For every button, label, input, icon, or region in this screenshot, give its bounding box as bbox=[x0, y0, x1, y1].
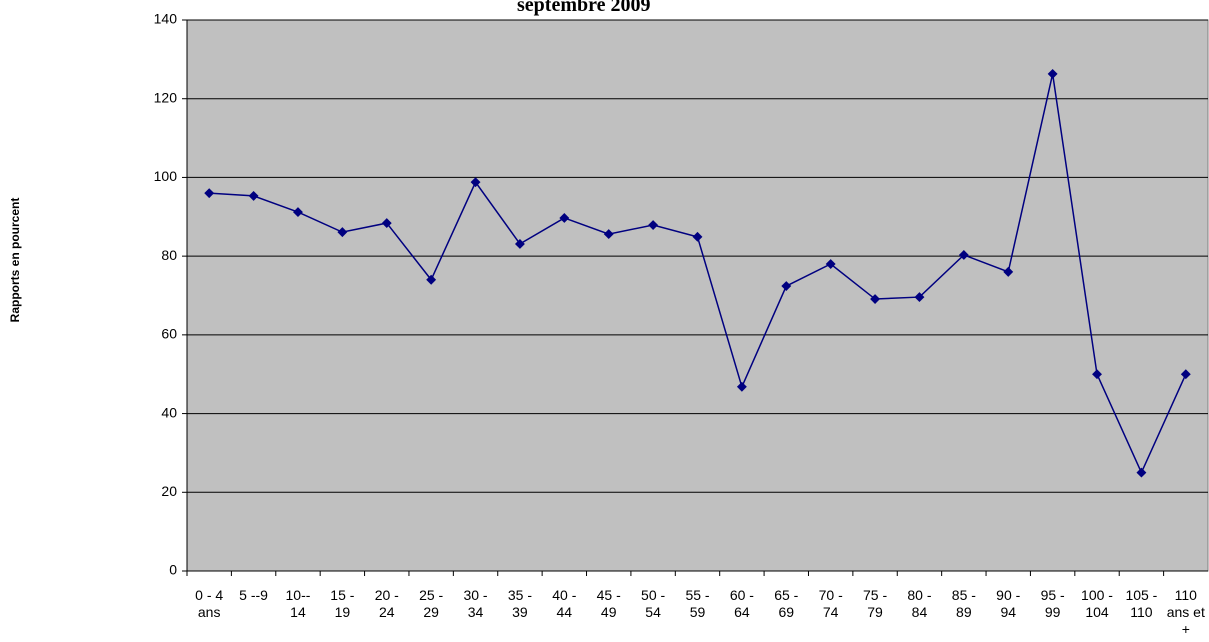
x-tick-label: 15 - 19 bbox=[330, 587, 355, 620]
y-tick-label: 40 bbox=[161, 404, 177, 420]
y-tick-label: 100 bbox=[154, 168, 178, 184]
marker bbox=[248, 190, 259, 201]
marker bbox=[1092, 369, 1102, 380]
marker bbox=[514, 238, 525, 249]
x-tick-label: 35 - 39 bbox=[507, 587, 532, 620]
x-tick-label: 30 - 34 bbox=[463, 587, 488, 620]
marker bbox=[648, 220, 659, 231]
plot-area bbox=[186, 19, 1209, 572]
y-tick-label: 120 bbox=[154, 89, 178, 105]
x-tick-label: 65 - 69 bbox=[774, 587, 799, 620]
x-tick-label: 50 - 54 bbox=[641, 587, 666, 620]
x-tick-label: 105 - 110 bbox=[1125, 587, 1158, 620]
marker bbox=[914, 292, 925, 303]
marker bbox=[1180, 369, 1191, 380]
x-tick-label: 45 - 49 bbox=[596, 587, 621, 620]
marker bbox=[781, 281, 792, 292]
y-tick-label: 140 bbox=[154, 11, 178, 27]
x-tick-label: 85 - 89 bbox=[951, 587, 976, 620]
x-tick-label: 0 - 4 ans bbox=[195, 587, 224, 620]
x-tick-label: 70 - 74 bbox=[818, 587, 843, 620]
marker bbox=[204, 188, 215, 199]
marker bbox=[870, 294, 881, 304]
chart-title: septembre 2009 bbox=[517, 0, 651, 16]
marker bbox=[470, 177, 481, 188]
x-tick-label: 10-- 14 bbox=[285, 587, 311, 620]
x-tick-label: 25 - 29 bbox=[419, 587, 444, 620]
y-tick-label: 80 bbox=[161, 247, 177, 263]
marker bbox=[293, 207, 303, 218]
marker bbox=[559, 213, 570, 223]
y-tick-label: 0 bbox=[169, 562, 177, 578]
marker bbox=[1136, 467, 1147, 478]
marker bbox=[603, 229, 614, 240]
marker bbox=[692, 231, 703, 242]
marker bbox=[337, 227, 348, 238]
x-tick-label: 75 - 79 bbox=[863, 587, 888, 620]
marker bbox=[381, 218, 392, 229]
x-tick-label: 60 - 64 bbox=[729, 587, 754, 620]
marker bbox=[736, 381, 747, 392]
y-tick-label: 60 bbox=[161, 326, 177, 342]
x-tick-label: 55 - 59 bbox=[685, 587, 710, 620]
marker bbox=[958, 250, 969, 260]
x-tick-label: 95 - 99 bbox=[1040, 587, 1065, 620]
x-tick-label: 110 ans et + bbox=[1166, 587, 1205, 637]
y-tick-label: 20 bbox=[161, 483, 177, 499]
marker bbox=[1047, 68, 1058, 79]
y-axis-label: Rapports en pourcent bbox=[8, 197, 22, 323]
marker bbox=[1003, 266, 1014, 277]
x-tick-label: 40 - 44 bbox=[552, 587, 577, 620]
x-tick-label: 90 - 94 bbox=[996, 587, 1021, 620]
marker bbox=[825, 259, 836, 269]
x-tick-label: 20 - 24 bbox=[374, 587, 399, 620]
x-tick-label: 80 - 84 bbox=[907, 587, 932, 620]
x-tick-label: 100 - 104 bbox=[1081, 587, 1113, 620]
x-tick-label: 5 --9 bbox=[239, 587, 268, 603]
marker bbox=[426, 274, 437, 285]
